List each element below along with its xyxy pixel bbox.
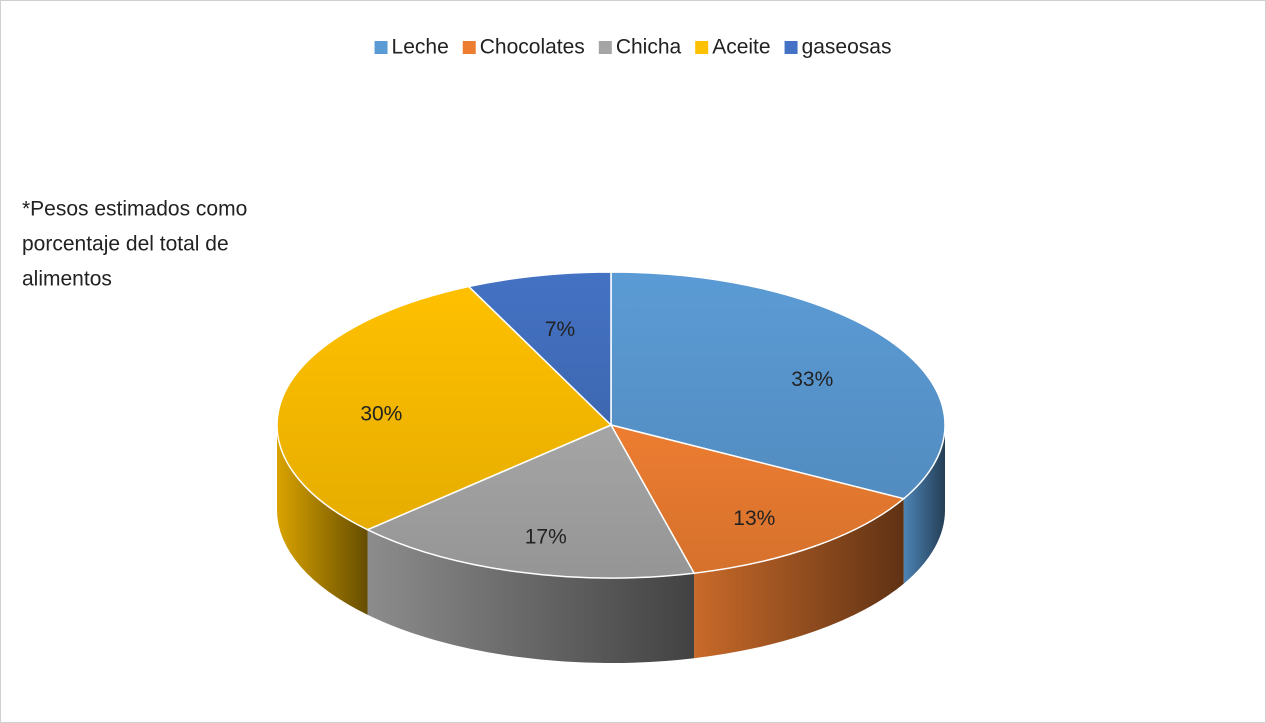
data-label: 33% [791, 368, 833, 391]
annotation-line: alimentos [22, 268, 112, 291]
pie-sides [277, 425, 946, 664]
legend-label: Aceite [712, 36, 770, 59]
legend-label: Chocolates [480, 36, 585, 59]
data-label: 13% [733, 507, 775, 530]
legend-swatch [462, 41, 476, 54]
pie-side [367, 529, 695, 664]
legend-label: Chicha [616, 36, 682, 59]
legend: Leche Chocolates Chicha Aceite gaseosas [374, 36, 892, 59]
legend-swatch [695, 41, 709, 54]
pie-slice [276, 285, 613, 531]
legend-swatch [598, 41, 612, 54]
pie-slice [609, 423, 906, 574]
pie-side [694, 498, 904, 659]
legend-label: Leche [392, 36, 449, 59]
pie-labels: 33% 13% 17% 30% 7% [360, 318, 833, 548]
legend-swatch [374, 41, 388, 54]
data-label: 17% [525, 525, 567, 548]
data-label: 30% [360, 402, 402, 425]
pie-slice [365, 424, 696, 579]
legend-label: gaseosas [802, 36, 892, 59]
pie-slice [467, 271, 612, 427]
annotation-line: porcentaje del total de [22, 233, 229, 256]
annotation-line: *Pesos estimados como [22, 198, 247, 221]
data-label: 7% [545, 318, 575, 341]
legend-swatch [784, 41, 798, 54]
pie-side [903, 425, 946, 584]
annotation: *Pesos estimados como porcentaje del tota… [22, 198, 247, 291]
pie-slice [610, 271, 946, 500]
pie-tops [276, 271, 946, 579]
pie-side [277, 425, 368, 615]
